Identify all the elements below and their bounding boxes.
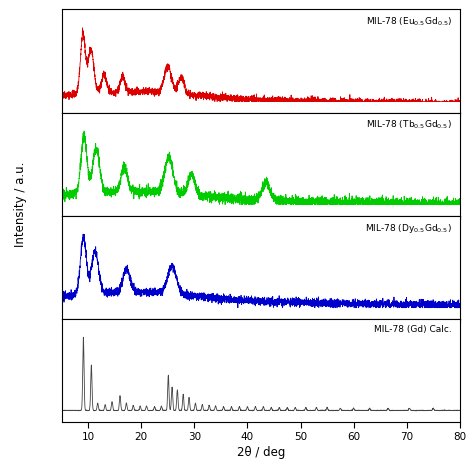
Text: MIL-78 (Gd) Calc.: MIL-78 (Gd) Calc. bbox=[374, 325, 452, 334]
Text: MIL-78 (Eu$_{0.5}$Gd$_{0.5}$): MIL-78 (Eu$_{0.5}$Gd$_{0.5}$) bbox=[366, 16, 452, 28]
Text: MIL-78 (Dy$_{0.5}$Gd$_{0.5}$): MIL-78 (Dy$_{0.5}$Gd$_{0.5}$) bbox=[365, 222, 452, 235]
Text: MIL-78 (Tb$_{0.5}$Gd$_{0.5}$): MIL-78 (Tb$_{0.5}$Gd$_{0.5}$) bbox=[366, 119, 452, 131]
X-axis label: 2θ / deg: 2θ / deg bbox=[237, 447, 285, 459]
Text: Intensity / a.u.: Intensity / a.u. bbox=[14, 161, 27, 246]
